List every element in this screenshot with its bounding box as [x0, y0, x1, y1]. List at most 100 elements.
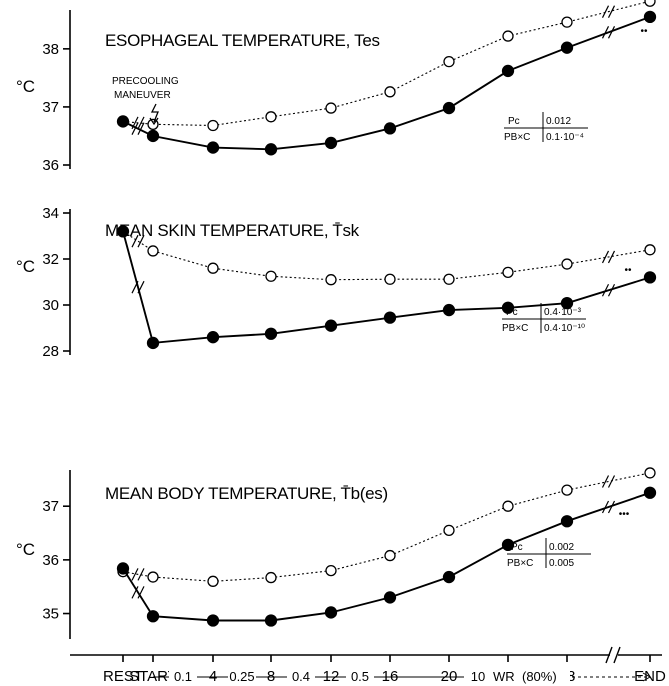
- data-point-open: [502, 500, 514, 512]
- axis-break-mark: [131, 234, 139, 248]
- protocol-arrow: [642, 672, 652, 682]
- protocol-segment-bg: [490, 666, 570, 684]
- panel-title: MEAN BODY TEMPERATURE, T̄b(es): [105, 484, 388, 503]
- series-line-open: [122, 0, 651, 127]
- protocol-segment-bg: [346, 666, 374, 682]
- data-point-filled: [442, 570, 456, 584]
- significance-marker: ••: [640, 26, 648, 37]
- data-point-filled: [146, 336, 160, 350]
- axis-break-mark: [137, 234, 145, 248]
- annotation-arrow: [149, 117, 159, 126]
- data-point-filled: [206, 141, 220, 154]
- axis-break-mark: [601, 5, 610, 18]
- data-point-filled: [643, 271, 657, 284]
- stats-box: Pc 0.4·10⁻³ PB×C 0.4·10⁻¹⁰: [502, 303, 586, 334]
- data-point-filled: [206, 614, 220, 627]
- stat-pbc-value: 0.4·10⁻¹⁰: [544, 323, 585, 334]
- data-point-open: [644, 244, 656, 256]
- data-point-open: [325, 102, 337, 114]
- axis-break-mark: [601, 284, 610, 297]
- data-point-open: [502, 266, 514, 278]
- data-point-filled: [146, 610, 160, 623]
- axis-break-mark: [131, 122, 139, 135]
- data-point-filled: [442, 101, 456, 115]
- y-tick-label: 36: [42, 157, 59, 174]
- data-point-open: [443, 55, 455, 68]
- data-point-filled: [264, 614, 278, 627]
- stats-box: Pc 0.012 PB×C 0.1·10⁻⁴: [504, 112, 588, 143]
- data-point-open: [147, 245, 159, 257]
- data-point-open: [384, 549, 396, 562]
- y-tick-label: 35: [42, 606, 59, 623]
- data-point-filled: [116, 562, 130, 575]
- data-point-open: [207, 119, 219, 132]
- data-point-filled: [264, 327, 278, 340]
- axis-break-mark: [137, 568, 145, 581]
- axis-break-mark: [607, 475, 616, 488]
- y-axis-unit: °C: [16, 257, 35, 276]
- panels: 36 37 38 °C ESOPHAGEAL TEMPERATURE, Tes Pc 0.0…: [16, 0, 657, 639]
- y-axis-unit: °C: [16, 540, 35, 559]
- data-point-open: [561, 258, 573, 270]
- data-point-open: [561, 484, 573, 496]
- data-point-open: [147, 571, 159, 583]
- stat-pbc-label: PB×C: [504, 132, 530, 143]
- data-point-open: [207, 262, 219, 274]
- data-point-filled: [383, 591, 397, 604]
- annotation-arrow: [150, 103, 159, 123]
- y-tick-label: 30: [42, 297, 59, 314]
- protocol-segment-label: 0.1: [174, 669, 192, 684]
- data-point-open: [265, 571, 277, 584]
- y-tick-label: 38: [42, 41, 59, 58]
- y-axis-unit: °C: [16, 77, 35, 96]
- stat-pc-value: 0.012: [546, 116, 571, 127]
- panel-3: 35 36 37 °C MEAN BODY TEMPERATURE, T̄b(es) Pc…: [16, 467, 657, 639]
- panel-1: 36 37 38 °C ESOPHAGEAL TEMPERATURE, Tes Pc 0.0…: [16, 0, 657, 174]
- protocol-wr-value: (80%): [522, 669, 557, 684]
- data-point-filled: [560, 297, 574, 310]
- axis-break-mark: [607, 284, 616, 297]
- stat-pc-value: 0.002: [549, 542, 574, 553]
- data-point-filled: [324, 606, 338, 619]
- stat-pc-label: Pc: [511, 542, 523, 553]
- stat-pbc-label: PB×C: [507, 558, 533, 569]
- protocol-segment-label: 0.5: [351, 669, 369, 684]
- data-point-filled: [501, 538, 515, 551]
- data-point-filled: [206, 331, 220, 344]
- protocol-segment-label: 0.4: [292, 669, 310, 684]
- axis-break-mark: [131, 586, 139, 599]
- series-line-filled: [122, 231, 651, 344]
- axis-break-mark: [601, 500, 610, 514]
- series-line-open: [122, 230, 651, 281]
- axis-break-mark: [601, 26, 610, 39]
- stat-pbc-value: 0.005: [549, 558, 574, 569]
- stat-pbc-label: PB×C: [502, 323, 528, 334]
- axis-break-mark: [601, 250, 610, 264]
- data-point-open: [265, 270, 277, 282]
- panel-2: 28 30 32 34 °C MEAN SKIN TEMPERATURE, T̄sk Pc 0…: [16, 205, 657, 360]
- stat-pc-label: Pc: [508, 116, 520, 127]
- data-point-open: [325, 564, 337, 577]
- protocol-wr-label: WR: [493, 669, 515, 684]
- axis-break-mark: [605, 646, 613, 664]
- significance-marker: ••: [624, 265, 632, 276]
- data-point-open: [325, 274, 337, 286]
- axis-break-mark: [131, 280, 139, 294]
- data-point-filled: [324, 319, 338, 332]
- series-line-open: [122, 472, 651, 582]
- stat-pc-value: 0.4·10⁻³: [544, 307, 582, 318]
- stats-box: Pc 0.002 PB×C 0.005: [507, 538, 591, 569]
- axis-break-mark: [137, 122, 145, 135]
- stat-pbc-value: 0.1·10⁻⁴: [546, 132, 584, 143]
- series-line-filled: [122, 16, 651, 151]
- data-point-open: [265, 111, 277, 123]
- y-tick-label: 37: [42, 498, 59, 515]
- data-point-filled: [560, 41, 574, 54]
- data-point-filled: [116, 225, 130, 238]
- data-point-filled: [501, 64, 515, 78]
- annotation-line-2: MANEUVER: [114, 90, 171, 101]
- data-point-open: [384, 86, 396, 98]
- data-point-filled: [324, 136, 338, 150]
- panel-title: MEAN SKIN TEMPERATURE, T̄sk: [105, 221, 360, 240]
